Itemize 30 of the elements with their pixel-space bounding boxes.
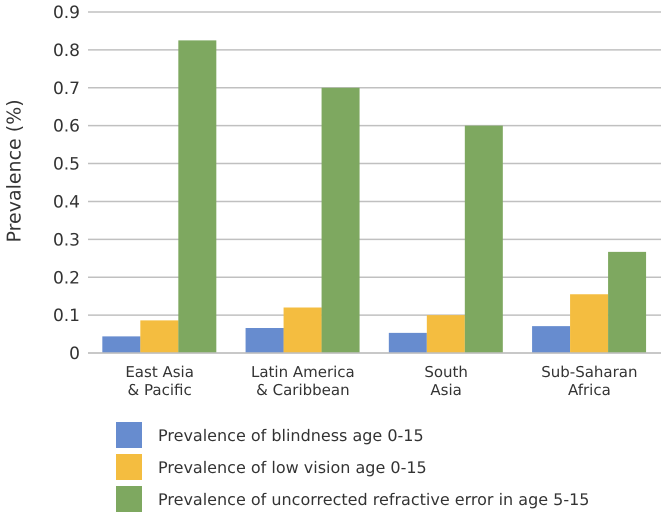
- y-tick-label: 0.1: [52, 306, 80, 326]
- bar: [464, 126, 503, 353]
- bar: [322, 88, 360, 353]
- bar: [608, 252, 646, 353]
- y-axis-title: Prevalence (%): [4, 99, 26, 242]
- bar: [246, 328, 284, 353]
- y-tick-label: 0.8: [52, 40, 80, 61]
- bar: [102, 336, 140, 353]
- legend-label: Prevalence of uncorrected refractive error in age 5-15: [158, 490, 590, 508]
- x-tick-label: East Asia & Pacific: [125, 363, 194, 399]
- bar: [140, 320, 178, 353]
- y-tick-label: 0.3: [52, 230, 80, 250]
- y-tick-label: 0.4: [52, 192, 80, 212]
- y-tick-label: 0.5: [52, 154, 80, 175]
- y-tick-label: 0.7: [52, 78, 80, 99]
- legend-label: Prevalence of blindness age 0-15: [158, 426, 424, 444]
- x-tick-label: Sub-Saharan Africa: [541, 363, 638, 399]
- bar: [532, 326, 570, 353]
- bar: [570, 294, 608, 353]
- bar: [284, 308, 322, 353]
- bar: [178, 40, 216, 353]
- bar: [388, 332, 427, 353]
- y-tick-label: 0.9: [52, 3, 80, 24]
- x-tick-label: Latin America & Caribbean: [251, 363, 355, 399]
- legend-label: Prevalence of low vision age 0-15: [158, 458, 427, 476]
- y-tick-label: 0: [69, 344, 80, 364]
- bar: [426, 315, 465, 353]
- y-tick-label: 0.6: [52, 116, 80, 137]
- y-tick-label: 0.2: [52, 268, 80, 288]
- x-tick-label: South Asia: [424, 363, 468, 399]
